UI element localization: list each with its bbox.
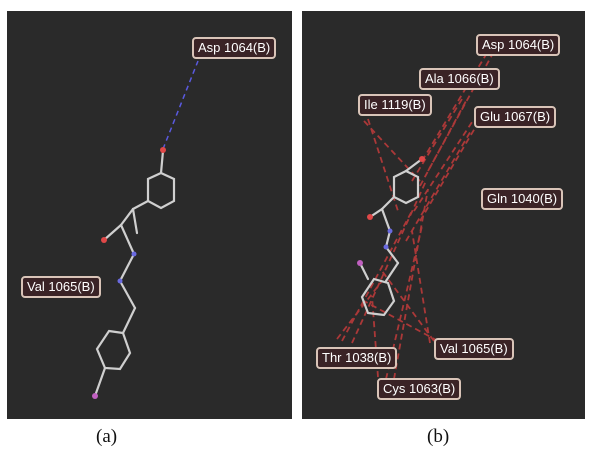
oxygen-atom [160, 147, 166, 153]
residue-label-asp1064: Asp 1064(B) [192, 37, 277, 59]
molecule-view-a [92, 60, 199, 399]
residue-label-val1065: Val 1065(B) [21, 276, 101, 298]
hydrophobic-contacts [336, 52, 493, 380]
oxygen-atom [101, 237, 107, 243]
fluorine-atom [357, 260, 363, 266]
caption-a: (a) [96, 426, 118, 447]
oxygen-atom [367, 214, 373, 220]
residue-label-glu1067: Glu 1067(B) [474, 106, 557, 128]
residue-label-ile1119: Ile 1119(B) [358, 94, 432, 116]
nitrogen-atom [131, 251, 137, 257]
nitrogen-atom [387, 228, 393, 234]
panel-b: Asp 1064(B) Ala 1066(B) Ile 1119(B) Glu … [302, 11, 585, 419]
residue-label-thr1038: Thr 1038(B) [316, 347, 398, 369]
oxygen-atom [419, 156, 425, 162]
molecule-view-b [336, 52, 493, 380]
residue-label-cys1063: Cys 1063(B) [377, 378, 462, 400]
residue-label-ala1066: Ala 1066(B) [419, 68, 500, 90]
caption-b: (b) [427, 426, 450, 447]
nitrogen-atom [117, 278, 123, 284]
residue-label-asp1064: Asp 1064(B) [476, 34, 561, 56]
panel-a: Asp 1064(B) Val 1065(B) [7, 11, 292, 419]
residue-label-gln1040: Gln 1040(B) [481, 188, 564, 210]
hbond-line [162, 60, 199, 150]
ligand-molecule-a [93, 149, 176, 398]
ligand-molecule-b [358, 157, 424, 317]
fluorine-atom [92, 393, 98, 399]
nitrogen-atom [383, 244, 389, 250]
residue-label-val1065: Val 1065(B) [434, 338, 514, 360]
